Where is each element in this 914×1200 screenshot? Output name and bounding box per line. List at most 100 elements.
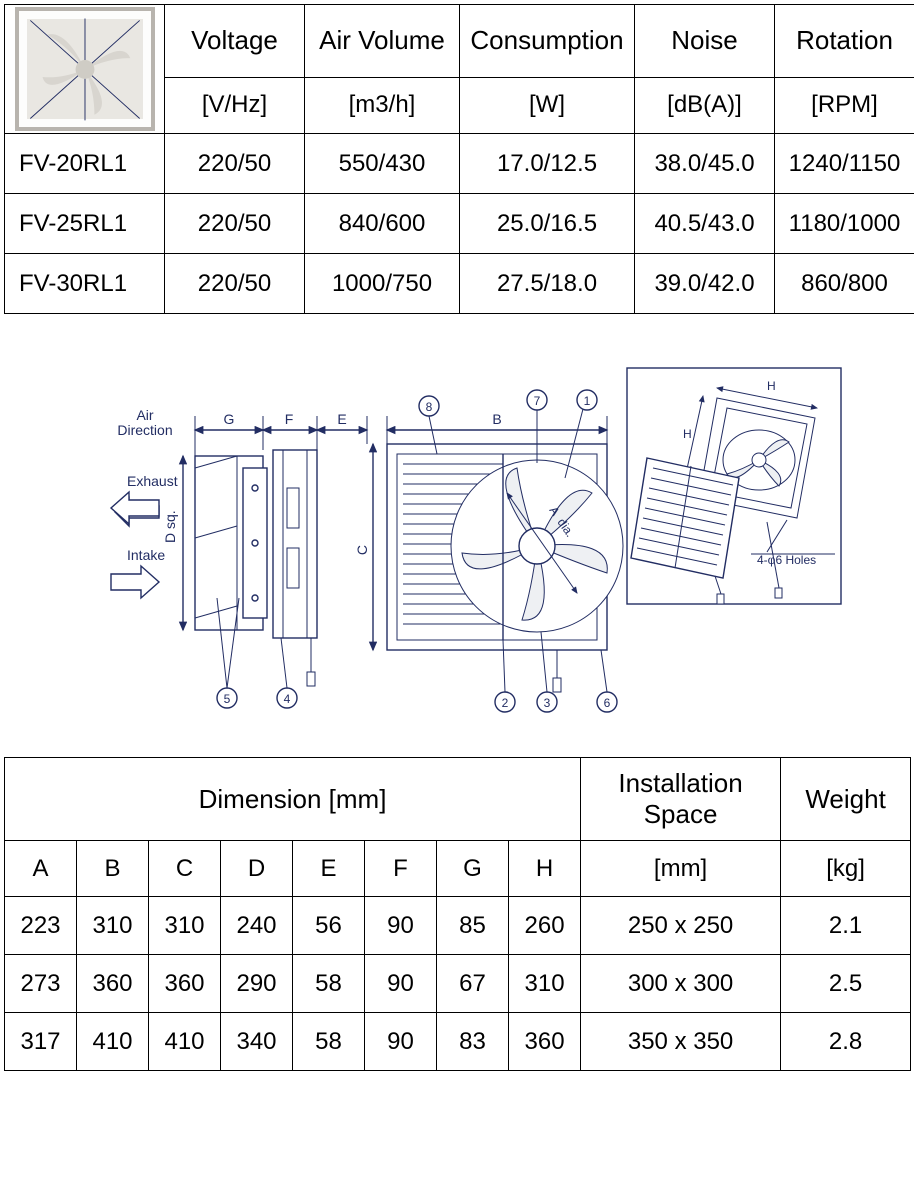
label-air: Air — [136, 407, 153, 423]
data-cell: 340 — [221, 1013, 293, 1071]
data-cell: 90 — [365, 955, 437, 1013]
label-holes: 4-φ6 Holes — [757, 553, 816, 567]
model-cell: FV-30RL1 — [5, 254, 165, 314]
data-cell: 1000/750 — [305, 254, 460, 314]
data-cell: 360 — [77, 955, 149, 1013]
label-c: C — [354, 545, 370, 555]
data-cell: 840/600 — [305, 194, 460, 254]
data-cell: 2.1 — [781, 897, 911, 955]
side-view-icon — [195, 450, 317, 638]
label-d-sq: D sq. — [162, 510, 178, 543]
data-cell: 85 — [437, 897, 509, 955]
subhdr: C — [149, 841, 221, 897]
dimension-table: Dimension [mm] InstallationSpace Weight … — [4, 757, 911, 1071]
data-cell: 223 — [5, 897, 77, 955]
col-header-airvolume: Air Volume — [305, 5, 460, 78]
data-cell: 220/50 — [165, 254, 305, 314]
data-cell: 56 — [293, 897, 365, 955]
label-h-side: H — [683, 427, 692, 441]
data-cell: 410 — [149, 1013, 221, 1071]
subhdr: A — [5, 841, 77, 897]
table-row: 317 410 410 340 58 90 83 360 350 x 350 2… — [5, 1013, 911, 1071]
data-cell: 2.8 — [781, 1013, 911, 1071]
table-row: FV-25RL1 220/50 840/600 25.0/16.5 40.5/4… — [5, 194, 914, 254]
subhdr: D — [221, 841, 293, 897]
data-cell: 410 — [77, 1013, 149, 1071]
data-cell: 290 — [221, 955, 293, 1013]
svg-text:4: 4 — [284, 692, 291, 706]
model-cell: FV-25RL1 — [5, 194, 165, 254]
data-cell: 220/50 — [165, 134, 305, 194]
svg-text:8: 8 — [426, 400, 433, 414]
isometric-inset: H H 4-φ6 Holes — [627, 368, 841, 604]
subhdr: F — [365, 841, 437, 897]
data-cell: 38.0/45.0 — [635, 134, 775, 194]
label-direction: Direction — [117, 422, 172, 438]
svg-text:7: 7 — [534, 394, 541, 408]
model-cell: FV-20RL1 — [5, 134, 165, 194]
data-cell: 83 — [437, 1013, 509, 1071]
data-cell: 260 — [509, 897, 581, 955]
unit-rotation: [RPM] — [775, 77, 914, 133]
data-cell: 250 x 250 — [581, 897, 781, 955]
col-header-voltage: Voltage — [165, 5, 305, 78]
subhdr: B — [77, 841, 149, 897]
data-cell: 90 — [365, 1013, 437, 1071]
callout-2: 2 — [495, 640, 515, 712]
col-header-rotation: Rotation — [775, 5, 914, 78]
header-dimension: Dimension [mm] — [5, 758, 581, 841]
data-cell: 39.0/42.0 — [635, 254, 775, 314]
label-f: F — [285, 411, 294, 427]
svg-text:6: 6 — [604, 696, 611, 710]
data-cell: 360 — [149, 955, 221, 1013]
data-cell: 40.5/43.0 — [635, 194, 775, 254]
unit-consumption: [W] — [460, 77, 635, 133]
callout-4: 4 — [277, 638, 297, 708]
data-cell: 58 — [293, 1013, 365, 1071]
label-b: B — [492, 411, 501, 427]
data-cell: 17.0/12.5 — [460, 134, 635, 194]
data-cell: 310 — [509, 955, 581, 1013]
subhdr: E — [293, 841, 365, 897]
label-e: E — [337, 411, 346, 427]
data-cell: 1240/1150 — [775, 134, 914, 194]
data-cell: 350 x 350 — [581, 1013, 781, 1071]
col-header-noise: Noise — [635, 5, 775, 78]
table-row: FV-20RL1 220/50 550/430 17.0/12.5 38.0/4… — [5, 134, 914, 194]
data-cell: 860/800 — [775, 254, 914, 314]
fan-thumbnail-icon — [15, 7, 155, 131]
svg-text:3: 3 — [544, 696, 551, 710]
col-header-consumption: Consumption — [460, 5, 635, 78]
data-cell: 273 — [5, 955, 77, 1013]
data-cell: 58 — [293, 955, 365, 1013]
subhdr: [kg] — [781, 841, 911, 897]
unit-noise: [dB(A)] — [635, 77, 775, 133]
data-cell: 2.5 — [781, 955, 911, 1013]
data-cell: 310 — [149, 897, 221, 955]
svg-text:1: 1 — [584, 394, 591, 408]
product-thumbnail-cell — [5, 5, 165, 134]
subhdr: H — [509, 841, 581, 897]
data-cell: 317 — [5, 1013, 77, 1071]
callout-6: 6 — [597, 650, 617, 712]
label-h-top: H — [767, 379, 776, 393]
table-row: 273 360 360 290 58 90 67 310 300 x 300 2… — [5, 955, 911, 1013]
data-cell: 25.0/16.5 — [460, 194, 635, 254]
technical-diagram: Air Direction Exhaust Intake D sq. G F E — [67, 338, 847, 743]
label-intake: Intake — [127, 547, 165, 563]
header-weight: Weight — [781, 758, 911, 841]
data-cell: 220/50 — [165, 194, 305, 254]
data-cell: 240 — [221, 897, 293, 955]
data-cell: 310 — [77, 897, 149, 955]
specification-table: Voltage Air Volume Consumption Noise Rot… — [4, 4, 914, 314]
data-cell: 27.5/18.0 — [460, 254, 635, 314]
unit-voltage: [V/Hz] — [165, 77, 305, 133]
data-cell: 90 — [365, 897, 437, 955]
data-cell: 300 x 300 — [581, 955, 781, 1013]
unit-airvolume: [m3/h] — [305, 77, 460, 133]
header-install: InstallationSpace — [581, 758, 781, 841]
front-view-icon — [307, 444, 623, 692]
data-cell: 67 — [437, 955, 509, 1013]
svg-text:2: 2 — [502, 696, 509, 710]
table-row: FV-30RL1 220/50 1000/750 27.5/18.0 39.0/… — [5, 254, 914, 314]
